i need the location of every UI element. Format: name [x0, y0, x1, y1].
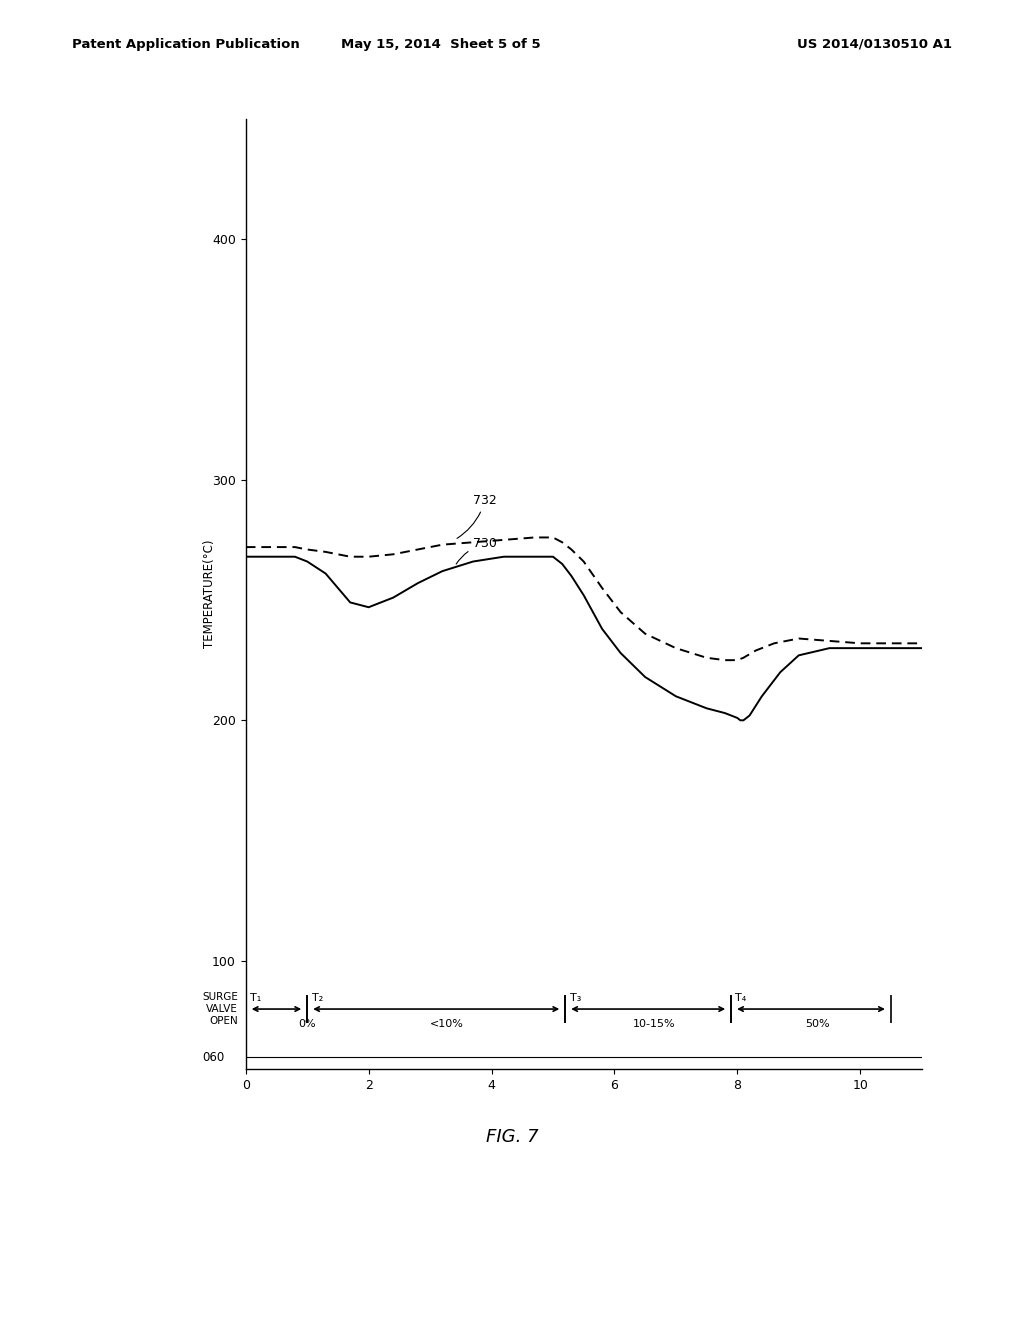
Y-axis label: TEMPERATURE(°C): TEMPERATURE(°C) — [203, 540, 216, 648]
Text: May 15, 2014  Sheet 5 of 5: May 15, 2014 Sheet 5 of 5 — [341, 37, 540, 50]
Text: 10-15%: 10-15% — [633, 1019, 676, 1028]
Text: US 2014/0130510 A1: US 2014/0130510 A1 — [798, 37, 952, 50]
Text: 730: 730 — [456, 537, 497, 564]
Text: T₂: T₂ — [311, 993, 323, 1003]
Text: T₃: T₃ — [569, 993, 581, 1003]
Text: Patent Application Publication: Patent Application Publication — [72, 37, 299, 50]
Text: SURGE
VALVE
OPEN: SURGE VALVE OPEN — [202, 991, 238, 1027]
Text: T₄: T₄ — [735, 993, 746, 1003]
Text: 060: 060 — [202, 1051, 224, 1064]
Text: <10%: <10% — [430, 1019, 464, 1028]
Text: 732: 732 — [457, 494, 497, 539]
Text: FIG. 7: FIG. 7 — [485, 1127, 539, 1146]
Text: T₁: T₁ — [250, 993, 261, 1003]
Text: 0%: 0% — [298, 1019, 315, 1028]
Text: 50%: 50% — [805, 1019, 829, 1028]
